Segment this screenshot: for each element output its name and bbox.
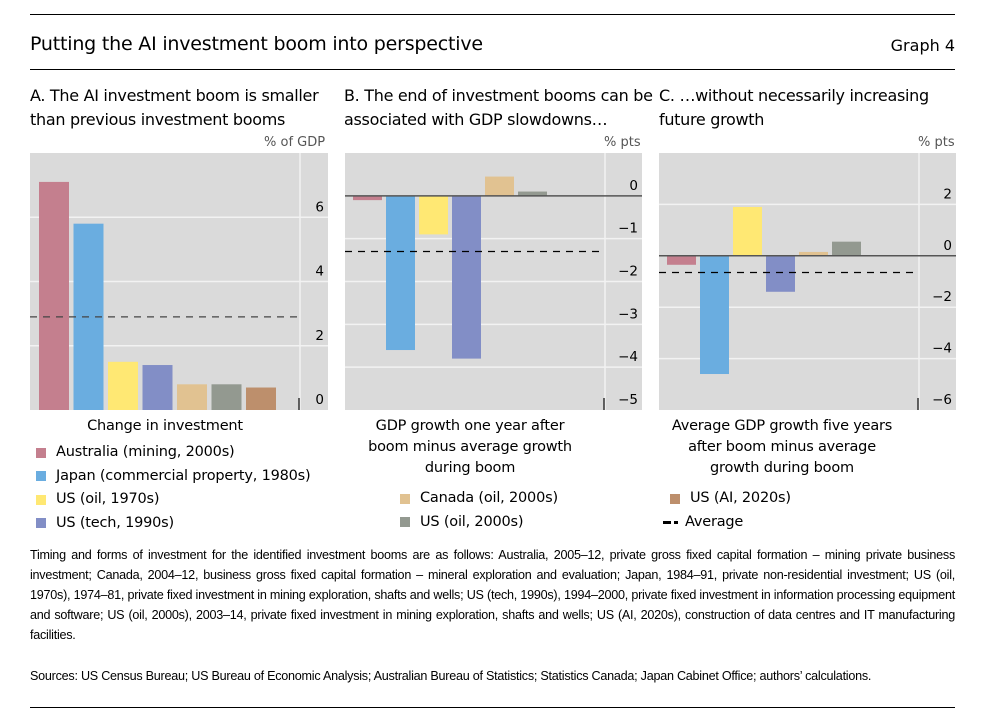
bar — [108, 361, 138, 410]
graph-number: Graph 4 — [890, 36, 955, 55]
legend-swatch — [36, 494, 46, 505]
legend-item: Australia (mining, 2000s) — [36, 441, 311, 465]
y-tick-label: 0 — [315, 392, 324, 408]
legend-item-average: Average — [663, 511, 791, 535]
top-rule — [30, 14, 955, 15]
legend-column-1: Australia (mining, 2000s) Japan (commerc… — [36, 441, 311, 535]
y-tick-label: 2 — [315, 328, 324, 344]
legend-item: Japan (commercial property, 1980s) — [36, 465, 311, 489]
legend-swatch — [670, 493, 680, 504]
panel-b-title: B. The end of investment booms can be as… — [344, 86, 653, 129]
bar — [832, 241, 861, 256]
panel-b-xlabel: GDP growth one year after boom minus ave… — [368, 418, 572, 476]
legend-swatch — [36, 471, 46, 482]
legend-item: US (tech, 1990s) — [36, 512, 311, 536]
legend-item: US (oil, 2000s) — [400, 511, 558, 535]
bar — [766, 255, 795, 292]
legend-column-2: Canada (oil, 2000s) US (oil, 2000s) — [400, 487, 558, 534]
legend-swatch — [36, 518, 46, 529]
y-tick-label: −6 — [932, 392, 952, 408]
bar — [353, 195, 382, 201]
sources: Sources: US Census Bureau; US Bureau of … — [30, 669, 872, 683]
panel-c-title: C. …without necessarily increasing futur… — [659, 86, 929, 129]
y-tick-label: 4 — [315, 264, 324, 280]
y-tick-label: −2 — [932, 289, 952, 305]
panel-a-xlabel: Change in investment — [87, 418, 243, 434]
bar — [142, 365, 173, 410]
legend-swatch — [36, 447, 46, 458]
bar — [485, 176, 514, 196]
y-tick-label: −1 — [618, 221, 638, 237]
panel-c-unit: % pts — [918, 135, 955, 150]
y-tick-label: −2 — [618, 264, 638, 280]
y-tick-label: −4 — [618, 349, 638, 365]
panel-c-xlabel: Average GDP growth five years after boom… — [671, 418, 893, 476]
notes: Timing and forms of investment for the i… — [30, 548, 955, 642]
panel-a-title: A. The AI investment boom is smaller tha… — [30, 86, 319, 129]
legend-item: US (AI, 2020s) — [670, 487, 791, 511]
panel-b-unit: % pts — [604, 135, 641, 150]
legend-item: US (oil, 1970s) — [36, 488, 311, 512]
graph-title: Putting the AI investment boom into pers… — [30, 33, 483, 55]
bar — [246, 387, 276, 410]
bar — [799, 251, 828, 256]
y-tick-label: 2 — [943, 186, 952, 202]
bar — [733, 206, 762, 256]
y-tick-label: −5 — [618, 392, 638, 408]
y-tick-label: −3 — [618, 306, 638, 322]
title-rule — [30, 69, 955, 70]
bar — [39, 181, 69, 410]
bottom-rule — [30, 707, 955, 708]
bar — [700, 255, 729, 375]
bar — [177, 384, 207, 410]
y-tick-label: −4 — [932, 341, 952, 357]
bar — [386, 195, 415, 351]
bar — [211, 384, 242, 410]
panel-c-chart: 2 0 −2 −4 −6 — [659, 153, 956, 410]
bar — [452, 195, 481, 359]
legend-swatch — [400, 493, 410, 504]
bar — [419, 195, 448, 235]
y-tick-label: 6 — [315, 199, 324, 215]
legend-swatch — [400, 517, 410, 528]
y-tick-label: 0 — [629, 178, 638, 194]
legend-column-3: US (AI, 2020s) Average — [663, 487, 791, 534]
dashed-line-icon — [663, 521, 681, 524]
panel-a-unit: % of GDP — [264, 135, 326, 150]
panel-a-chart: 0 2 4 6 — [30, 153, 328, 410]
y-tick-label: 0 — [943, 238, 952, 254]
panel-b-chart: 0 −1 −2 −3 −4 −5 — [345, 153, 642, 410]
bar — [518, 191, 547, 196]
bar — [667, 255, 696, 265]
legend-item: Canada (oil, 2000s) — [400, 487, 558, 511]
